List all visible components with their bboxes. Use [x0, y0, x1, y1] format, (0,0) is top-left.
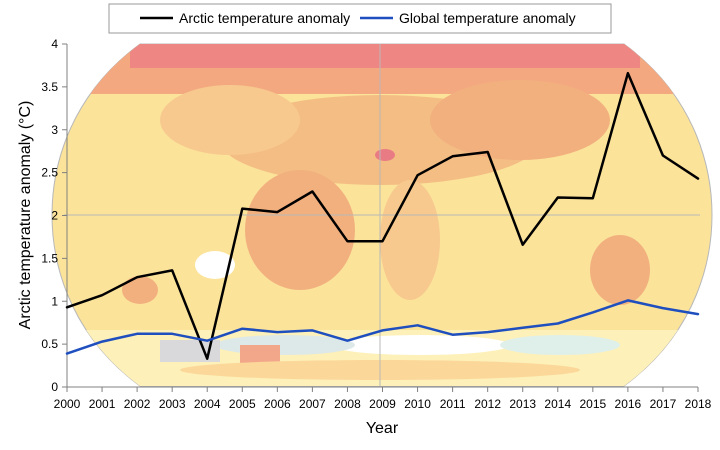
x-tick-label: 2012: [474, 397, 501, 411]
x-tick-label: 2017: [650, 397, 677, 411]
y-tick-label: 2: [51, 209, 58, 223]
series-line-global: [65, 299, 700, 355]
x-tick-label: 2013: [509, 397, 536, 411]
x-tick-label: 2010: [404, 397, 431, 411]
y-tick-label: 0.5: [41, 337, 58, 351]
x-tick-label: 2000: [54, 397, 81, 411]
x-tick-label: 2009: [369, 397, 396, 411]
world-map-background: [51, 43, 713, 387]
x-tick-label: 2016: [615, 397, 642, 411]
x-tick-label: 2018: [685, 397, 712, 411]
x-axis-title: Year: [366, 420, 399, 437]
x-tick-label: 2002: [124, 397, 151, 411]
legend-label-global: Global temperature anomaly: [399, 10, 576, 26]
y-tick-label: 3: [51, 123, 58, 137]
y-tick-label: 0: [51, 380, 58, 394]
legend-label-arctic: Arctic temperature anomaly: [179, 10, 350, 26]
y-axis-title: Arctic temperature anomaly (°C): [17, 101, 34, 330]
x-axis: 2000 2001 2002 2003 2004 2005 2006 2007 2008 2009…: [54, 386, 712, 411]
x-tick-label: 2011: [440, 397, 466, 411]
y-tick-label: 1.5: [41, 251, 58, 265]
x-tick-label: 2003: [159, 397, 186, 411]
series-layer: [65, 71, 700, 360]
legend: Arctic temperature anomaly Global temper…: [108, 3, 612, 34]
x-tick-label: 2004: [194, 397, 221, 411]
x-tick-label: 2005: [229, 397, 256, 411]
x-tick-label: 2008: [334, 397, 361, 411]
x-tick-label: 2014: [544, 397, 571, 411]
y-tick-label: 1: [51, 294, 58, 308]
x-tick-label: 2006: [264, 397, 291, 411]
y-tick-label: 3.5: [41, 80, 58, 94]
x-tick-label: 2001: [89, 397, 116, 411]
y-tick-label: 2.5: [41, 166, 58, 180]
y-axis: 0 0.5 1 1.5 2 2.5 3 3.5 4: [41, 37, 68, 394]
y-tick-label: 4: [51, 37, 58, 51]
x-tick-label: 2015: [579, 397, 606, 411]
x-tick-label: 2007: [299, 397, 326, 411]
series-line-arctic: [65, 71, 700, 360]
